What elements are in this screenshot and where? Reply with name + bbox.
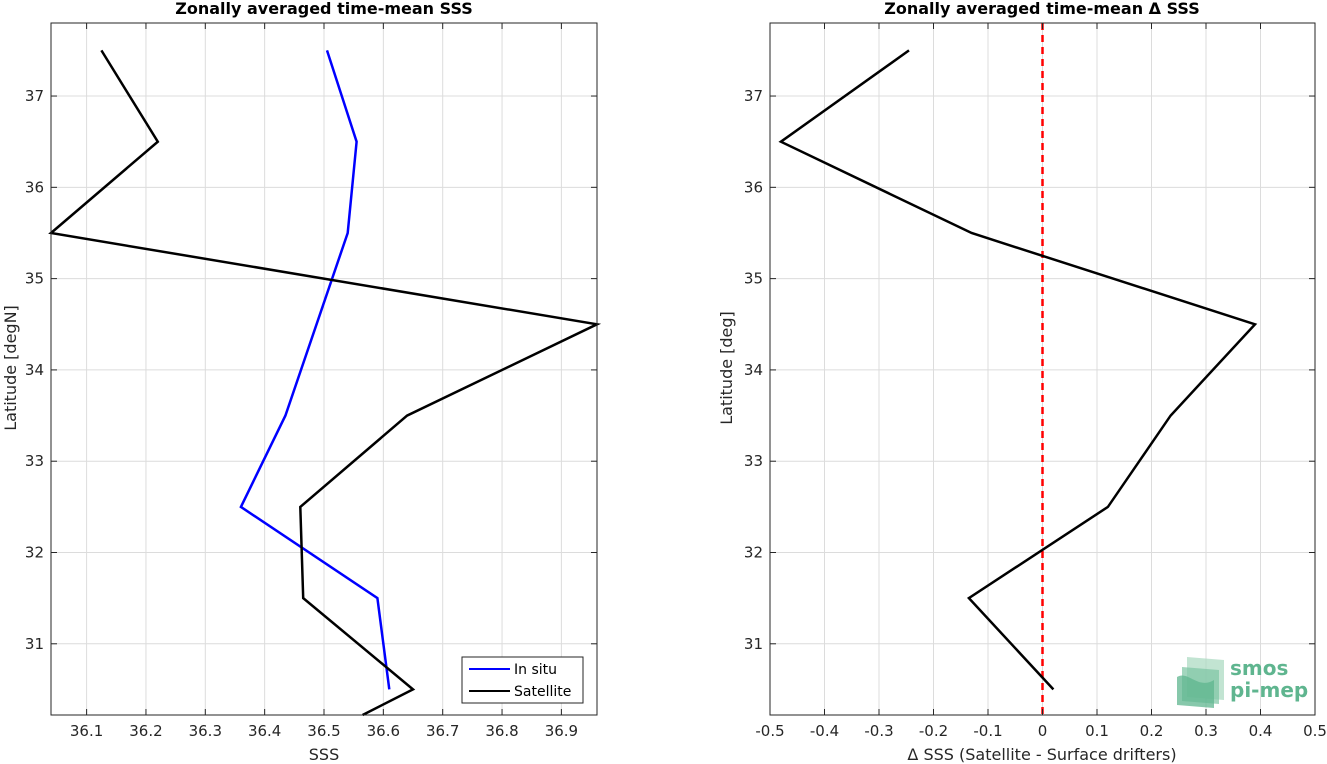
legend: In situ Satellite	[461, 656, 584, 704]
series-layer	[48, 49, 602, 717]
y-tick-label: 34	[744, 361, 763, 379]
y-tick-label: 33	[744, 452, 763, 470]
y-tick-label: 32	[744, 543, 763, 561]
y-tick-label: 33	[25, 452, 44, 470]
smos-pi-mep-logo: smos pi-mep	[1177, 656, 1308, 708]
legend-box	[461, 656, 584, 704]
series-layer	[778, 23, 1258, 715]
x-tick-label: 36.6	[367, 722, 400, 740]
x-tick-label: 0.2	[1140, 722, 1164, 740]
series-line-delta-sss	[778, 49, 1258, 691]
axes-box	[50, 22, 598, 716]
grid	[51, 23, 597, 715]
sss-chart: Zonally averaged time-mean SSS SSS Latit…	[1, 0, 602, 764]
y-tick-label: 35	[25, 270, 44, 288]
x-tick-label: 0.5	[1303, 722, 1327, 740]
x-tick-label: 36.2	[129, 722, 162, 740]
x-tick-label: 36.7	[426, 722, 459, 740]
x-tick-label: 36.4	[248, 722, 281, 740]
x-axis-label: SSS	[309, 745, 339, 764]
x-tick-label: 36.1	[70, 722, 103, 740]
y-tick-label: 31	[25, 635, 44, 653]
ticks: 36.1 36.2 36.3 36.4 36.5 36.6 36.7 36.8 36.9 31 32…	[25, 23, 597, 740]
logo-layer	[1177, 675, 1214, 708]
series-line-satellite	[48, 49, 602, 717]
y-axis-label: Latitude [degN]	[1, 305, 20, 431]
delta-sss-chart: Zonally averaged time-mean Δ SSS Δ SSS (…	[717, 0, 1327, 764]
legend-label-in-situ: In situ	[514, 662, 557, 678]
x-tick-label: 0.4	[1249, 722, 1273, 740]
x-tick-label: -0.5	[755, 722, 784, 740]
logo-text-line2: pi-mep	[1230, 678, 1308, 702]
axes-box	[769, 22, 1316, 716]
legend-label-satellite: Satellite	[514, 684, 571, 700]
x-tick-label: -0.4	[810, 722, 839, 740]
y-tick-label: 32	[25, 543, 44, 561]
x-tick-label: -0.2	[919, 722, 948, 740]
y-tick-label: 31	[744, 635, 763, 653]
x-tick-label: 36.8	[485, 722, 518, 740]
x-tick-label: 0.3	[1194, 722, 1218, 740]
y-tick-label: 36	[25, 178, 44, 196]
y-tick-label: 37	[25, 87, 44, 105]
y-axis-label: Latitude [deg]	[717, 311, 736, 425]
logo-text-line1: smos	[1230, 656, 1288, 680]
ticks: -0.5 -0.4 -0.3 -0.2 -0.1 0 0.1 0.2 0.3 0.4 0.5 31 32…	[744, 23, 1327, 740]
x-tick-label: 36.9	[545, 722, 578, 740]
x-tick-label: -0.1	[973, 722, 1002, 740]
y-tick-label: 37	[744, 87, 763, 105]
y-tick-label: 36	[744, 178, 763, 196]
y-tick-label: 34	[25, 361, 44, 379]
x-tick-label: 0	[1038, 722, 1048, 740]
logo-graphic	[1177, 657, 1224, 708]
y-tick-label: 35	[744, 270, 763, 288]
x-tick-label: 36.5	[307, 722, 340, 740]
x-tick-label: 0.1	[1085, 722, 1109, 740]
x-tick-label: 36.3	[189, 722, 222, 740]
x-axis-label: Δ SSS (Satellite - Surface drifters)	[907, 745, 1176, 764]
chart-title: Zonally averaged time-mean SSS	[175, 0, 473, 18]
chart-title: Zonally averaged time-mean Δ SSS	[884, 0, 1200, 18]
x-tick-label: -0.3	[864, 722, 893, 740]
series-line-in-situ	[239, 50, 391, 690]
